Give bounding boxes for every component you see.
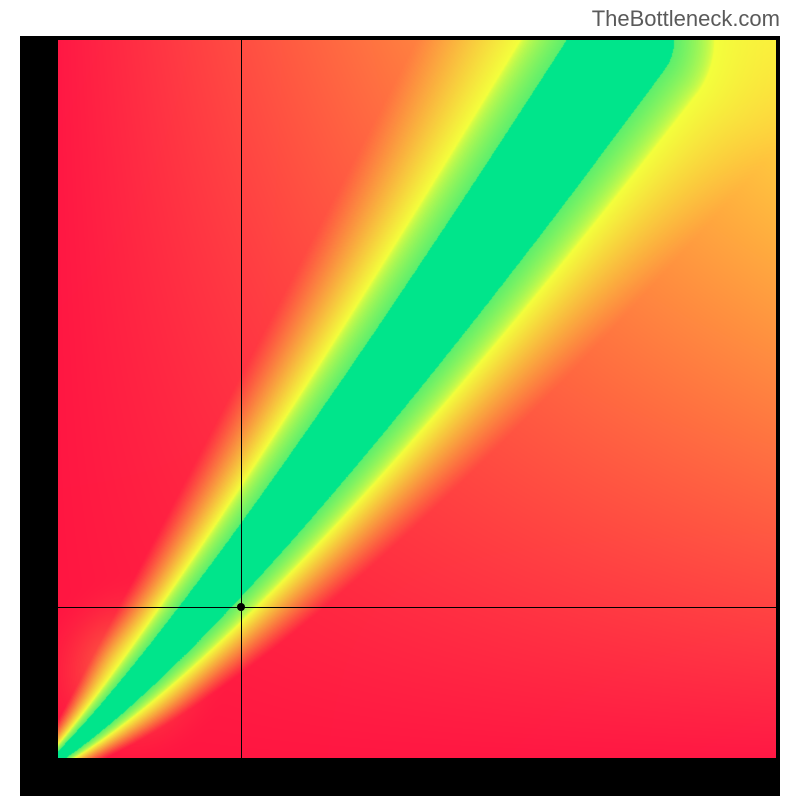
- chart-black-frame: [20, 36, 780, 796]
- crosshair-vertical: [241, 40, 242, 758]
- attribution-text: TheBottleneck.com: [592, 6, 780, 32]
- heatmap-plot: [58, 40, 776, 758]
- crosshair-marker-dot: [237, 603, 245, 611]
- stage: TheBottleneck.com: [0, 0, 800, 800]
- crosshair-horizontal: [58, 607, 776, 608]
- heatmap-canvas: [58, 40, 776, 758]
